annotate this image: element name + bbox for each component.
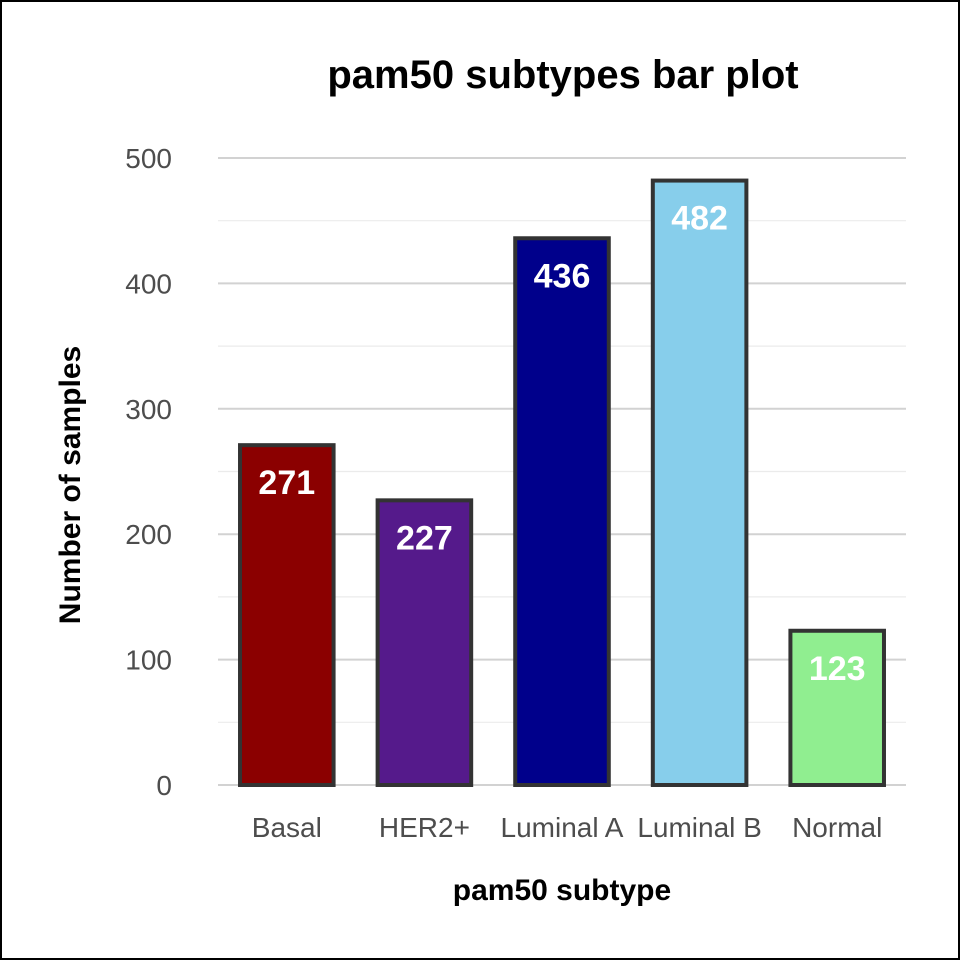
y-tick-label: 500 [125,143,172,174]
y-tick-label: 100 [125,645,172,676]
x-tick-label: Basal [252,812,322,843]
x-tick-label: Luminal A [501,812,624,843]
bar [375,498,474,787]
bar [513,236,611,788]
chart-title: pam50 subtypes bar plot [327,53,798,97]
bar-value-label: 227 [396,519,453,557]
y-tick-labels: 0 100 200 300 400 500 [125,143,172,801]
bar [788,628,886,787]
bar-value-label: 123 [809,650,866,688]
x-tick-label: Normal [792,812,882,843]
bar-labels: 271 227 436 482 123 [258,200,865,688]
x-tick-label: HER2+ [379,812,470,843]
y-axis-title: Number of samples [54,346,87,624]
bar-value-label: 436 [534,257,591,295]
y-tick-label: 300 [125,394,172,425]
y-tick-label: 0 [156,770,172,801]
bar [650,178,749,787]
bar-value-label: 482 [671,200,728,238]
bar [238,443,336,787]
x-tick-label: Luminal B [637,812,762,843]
bars [238,178,886,788]
y-tick-label: 200 [125,519,172,550]
x-axis-title: pam50 subtype [453,874,671,907]
y-tick-label: 400 [125,268,172,299]
bar-value-label: 271 [258,464,315,502]
x-tick-labels: Basal HER2+ Luminal A Luminal B Normal [252,812,883,843]
